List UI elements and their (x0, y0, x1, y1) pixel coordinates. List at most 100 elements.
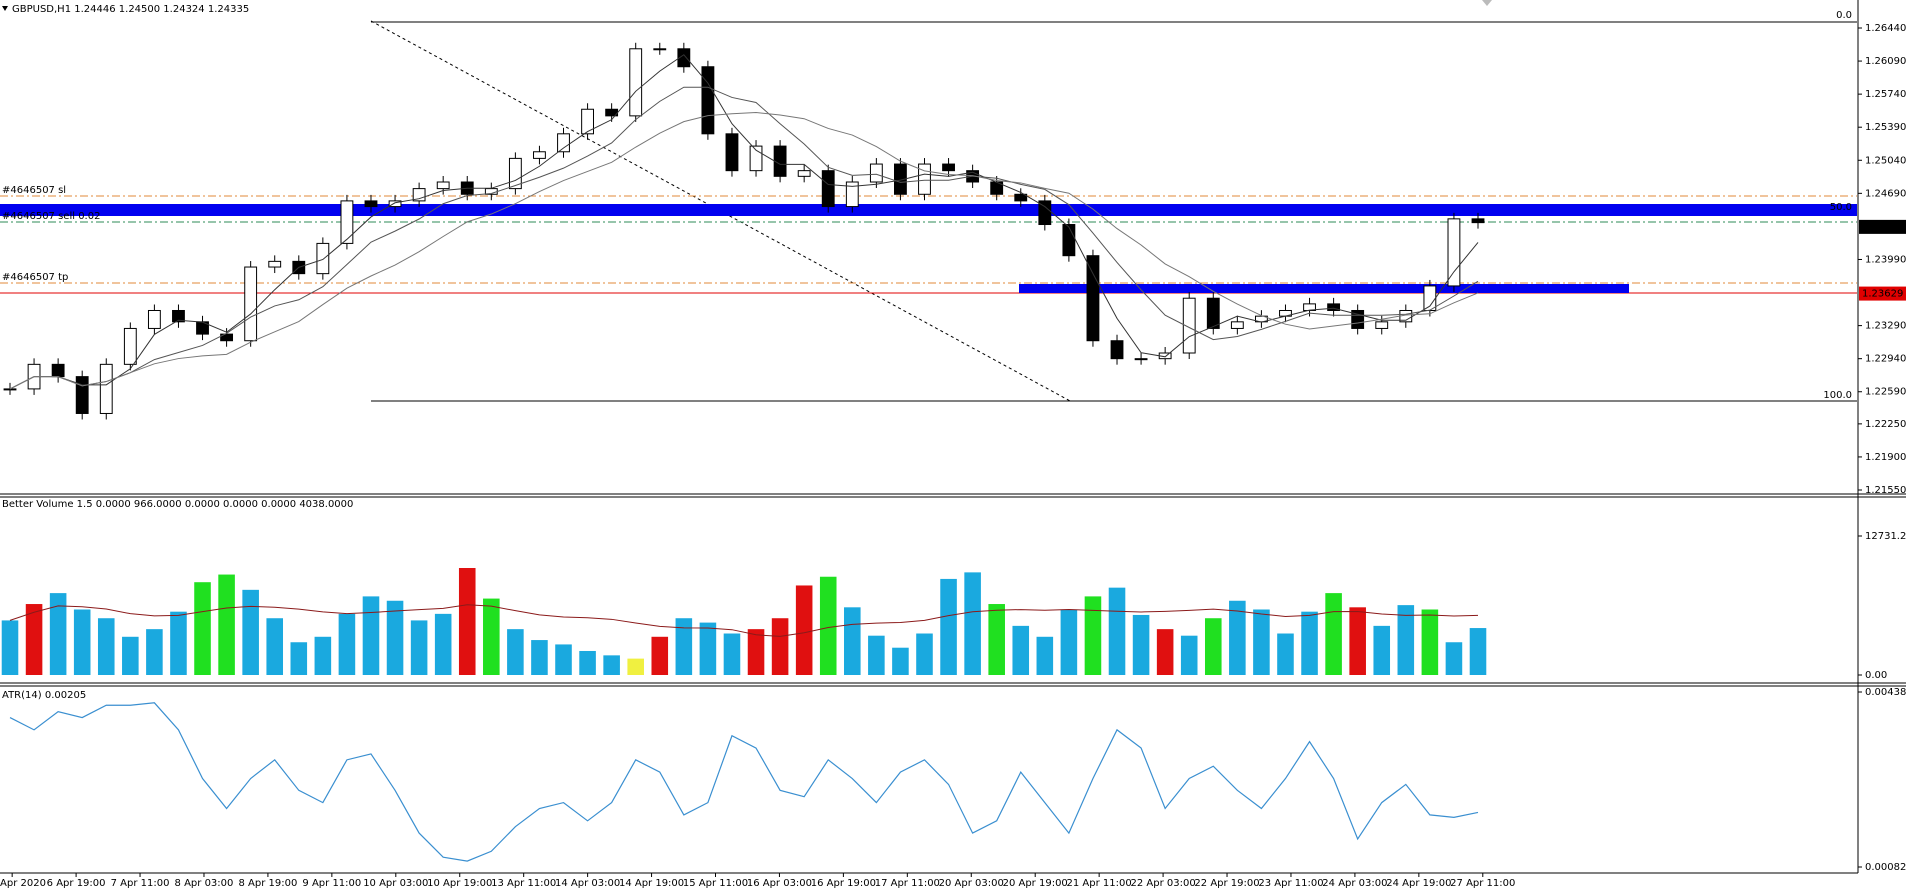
candle-body (388, 200, 402, 208)
volume-bar (483, 598, 500, 675)
x-tick-label: 21 Apr 11:00 (1067, 878, 1132, 889)
atr-line (9, 702, 1479, 862)
candle-body (1375, 321, 1389, 329)
candle-body (1423, 285, 1437, 311)
volume-bar (844, 607, 861, 675)
candle-body (51, 363, 65, 378)
volume-bar (97, 618, 115, 675)
y-tick-label: 1.26440 (1865, 23, 1906, 34)
candle-body (677, 48, 691, 68)
candle-body (1086, 255, 1100, 342)
volume-bar (242, 589, 259, 675)
candle-body (1110, 340, 1124, 360)
volume-bar (964, 572, 981, 675)
candle-body (1038, 200, 1052, 226)
volume-bar (507, 629, 524, 675)
candle-body (869, 163, 883, 183)
menu-arrow[interactable] (2, 6, 8, 11)
volume-bar (579, 650, 596, 675)
fib-label: 100.0 (1823, 390, 1852, 401)
volume-bar (386, 600, 404, 675)
volume-bar (1036, 636, 1054, 675)
moving-average (9, 54, 1479, 390)
volume-bar (1397, 605, 1415, 675)
x-tick-label: 16 Apr 03:00 (747, 878, 812, 889)
candle-body (1230, 321, 1244, 329)
volume-bar (1060, 609, 1078, 675)
volume-bar (410, 620, 428, 675)
volume-bar (122, 636, 139, 675)
volume-bar (49, 593, 67, 675)
y-tick-label: 1.22590 (1865, 387, 1906, 398)
candle-body (773, 145, 787, 177)
volume-bar (940, 578, 957, 675)
volume-bar (1373, 625, 1391, 675)
candle-body (1134, 358, 1148, 361)
x-tick-label: 7 Apr 11:00 (111, 878, 170, 889)
volume-bar (1277, 633, 1294, 675)
price-label: 1.24335 (1862, 222, 1903, 233)
volume-average (9, 604, 1479, 637)
candle-body (364, 200, 378, 208)
candle-body (340, 200, 354, 244)
fib-label: 50.0 (1830, 202, 1852, 213)
y-tick-label: 0.00 (1865, 670, 1887, 681)
price-label-box (1859, 286, 1906, 301)
y-tick-label: 1.25740 (1865, 89, 1906, 100)
sl-label: #4646507 sl (2, 185, 66, 196)
y-tick-label: 1.23990 (1865, 254, 1906, 265)
candle-body (147, 309, 161, 329)
candle-body (797, 170, 811, 177)
volume-bar (290, 642, 308, 675)
x-tick-label: 10 Apr 19:00 (427, 878, 492, 889)
volume-bar (795, 585, 813, 675)
candle-body (508, 157, 522, 190)
volume-bar (218, 574, 235, 675)
candle-body (1206, 297, 1220, 329)
candle-body (629, 48, 643, 117)
volume-bar (73, 609, 91, 675)
volume-bar (723, 633, 741, 675)
candle-body (268, 260, 282, 268)
y-tick-label: 1.22250 (1865, 419, 1906, 430)
volume-bar (819, 576, 837, 675)
volume-bar (194, 582, 211, 675)
candle-body (316, 242, 330, 275)
x-tick-label: 16 Apr 19:00 (811, 878, 876, 889)
zone-rect[interactable] (0, 204, 1857, 216)
volume-bar (1204, 618, 1222, 675)
price-label: 1.23629 (1862, 289, 1903, 300)
candle-body (1471, 218, 1485, 224)
volume-bar (266, 618, 284, 675)
x-tick-label: 13 Apr 11:00 (491, 878, 556, 889)
volume-bar (1325, 593, 1342, 675)
volume-bar (1445, 642, 1463, 675)
volume-bar (1, 620, 19, 675)
y-tick-label: 1.21900 (1865, 452, 1906, 463)
candle-body (123, 327, 137, 365)
zone-rect[interactable] (1019, 284, 1629, 293)
volume-bar (434, 613, 452, 675)
tp-label: #4646507 tp (2, 272, 68, 283)
volume-bar (892, 647, 909, 675)
y-tick-label: 1.25390 (1865, 122, 1906, 133)
candle-body (581, 108, 594, 135)
volume-bar (1084, 596, 1102, 675)
candle-body (1014, 193, 1028, 202)
volume-bar (1349, 607, 1366, 675)
candle-body (436, 181, 450, 190)
y-tick-label: 1.26090 (1865, 56, 1906, 67)
candle-body (1062, 224, 1076, 257)
x-tick-label: 27 Apr 11:00 (1450, 878, 1515, 889)
candle-body (75, 376, 89, 414)
volume-bar (531, 640, 548, 675)
moving-average (9, 112, 1479, 390)
candle-body (653, 48, 667, 51)
volume-bar (651, 636, 669, 675)
volume-bar (314, 636, 332, 675)
volume-bar (338, 613, 356, 675)
candle-body (244, 266, 258, 342)
candle-body (1327, 303, 1341, 311)
volume-bar (146, 629, 163, 675)
